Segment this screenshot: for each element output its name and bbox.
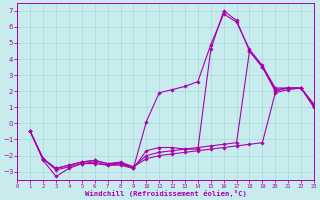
X-axis label: Windchill (Refroidissement éolien,°C): Windchill (Refroidissement éolien,°C) [85,190,247,197]
